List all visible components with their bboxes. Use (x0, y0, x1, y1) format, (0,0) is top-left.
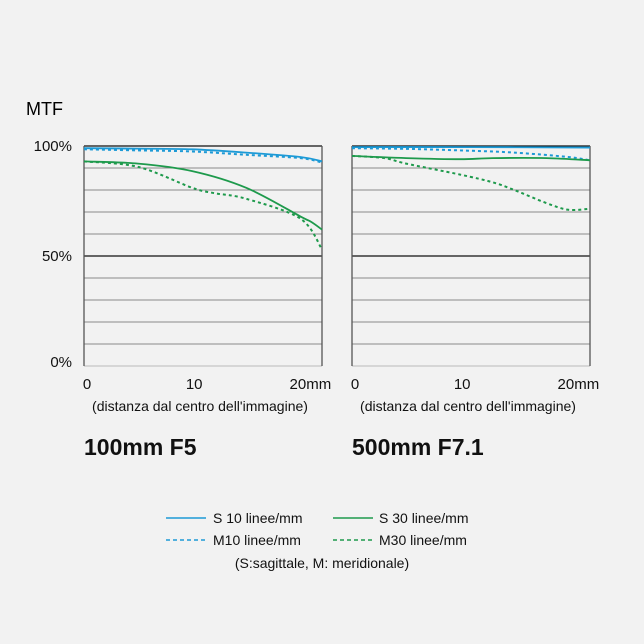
y-tick-0: 0% (50, 354, 72, 371)
legend-note: (S:sagittale, M: meridionale) (235, 555, 409, 571)
legend-label-s10: S 10 linee/mm (213, 510, 302, 526)
x-tick-label: 0 (351, 376, 359, 393)
series-m10-linee-mm (83, 148, 323, 164)
y-tick-50: 50% (42, 248, 72, 265)
series-m10-linee-mm (351, 147, 591, 162)
legend-label-s30: S 30 linee/mm (379, 510, 468, 526)
y-axis-label: MTF (26, 99, 63, 119)
chart-title-left: 100mm F5 (84, 434, 197, 460)
series-s-10-linee-mm (83, 147, 323, 163)
plot-left: 0 10 20mm (distanza dal centro dell'immagin… (83, 145, 332, 414)
legend: S 10 linee/mm S 30 linee/mm M10 linee/mm… (166, 510, 468, 571)
series-m30-linee-mm (351, 154, 591, 212)
y-tick-100: 100% (34, 138, 72, 155)
x-tick-label: 0 (83, 376, 91, 393)
series-s-30-linee-mm (351, 155, 591, 162)
x-tick-label: 10 (186, 376, 203, 393)
legend-label-m10: M10 linee/mm (213, 532, 301, 548)
x-axis-label: (distanza dal centro dell'immagine) (92, 398, 308, 414)
series-m30-linee-mm (83, 160, 323, 250)
plot-right: 0 10 20mm (distanza dal centro dell'immagin… (351, 145, 600, 414)
x-tick-label: 20mm (290, 376, 332, 393)
legend-label-m30: M30 linee/mm (379, 532, 467, 548)
series-s-30-linee-mm (83, 160, 323, 231)
x-tick-label: 20mm (558, 376, 600, 393)
x-tick-label: 10 (454, 376, 471, 393)
x-axis-label: (distanza dal centro dell'immagine) (360, 398, 576, 414)
chart-title-right: 500mm F7.1 (352, 434, 484, 460)
